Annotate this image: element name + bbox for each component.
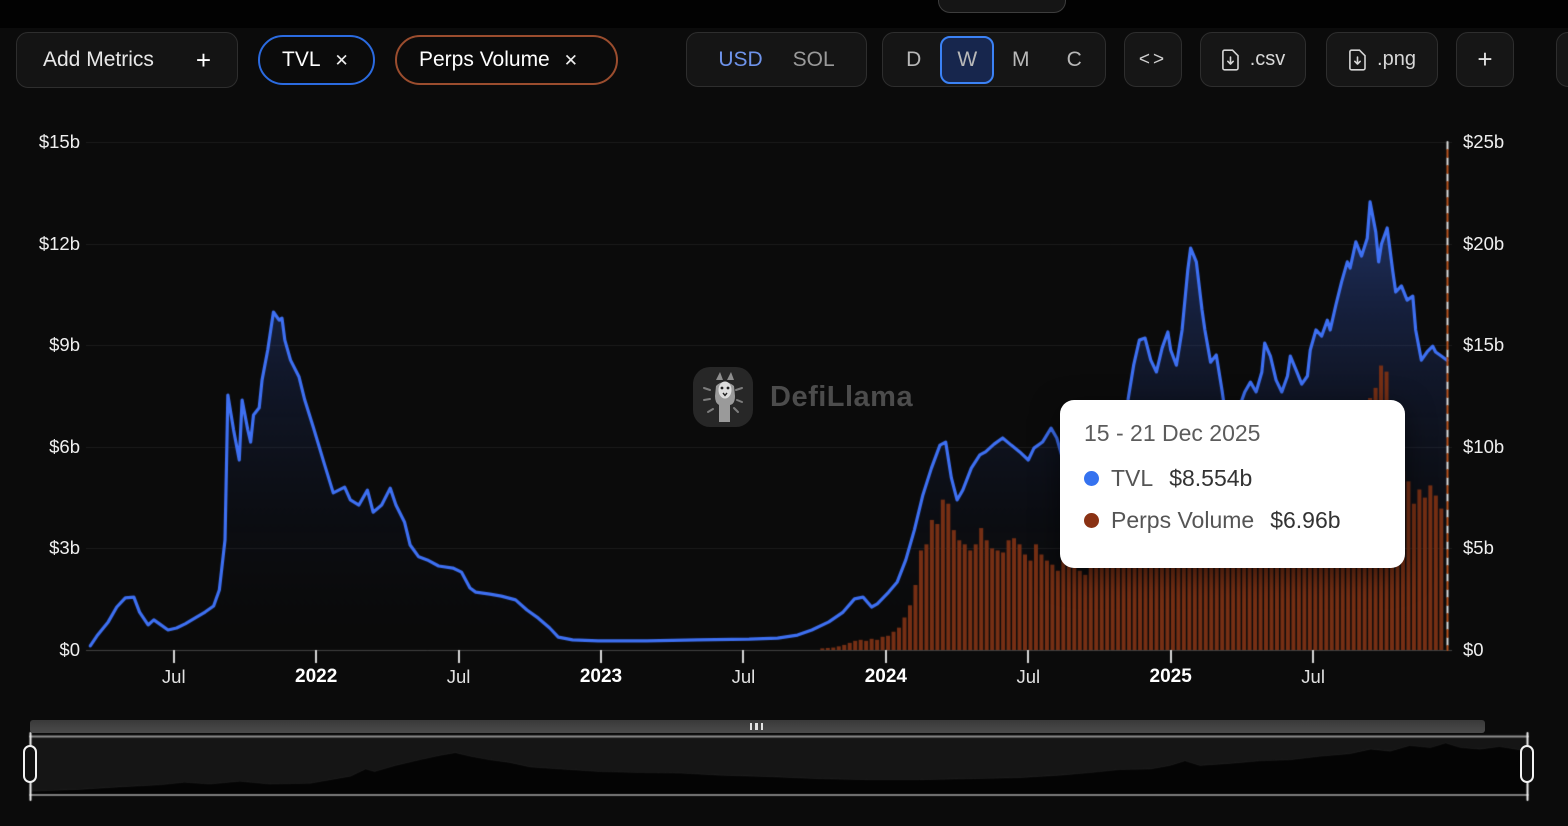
tooltip-label: TVL [1111, 464, 1154, 491]
scrollbar-grip-icon[interactable] [749, 723, 763, 730]
tooltip-date-range: 15 - 21 Dec 2025 [1084, 420, 1261, 446]
tooltip-value: $6.96b [1270, 506, 1341, 533]
tooltip-row-tvl: TVL $8.554b [1084, 457, 1381, 499]
tooltip-label: Perps Volume [1111, 506, 1255, 533]
perps-series-dot [1084, 512, 1099, 528]
chart-tooltip: 15 - 21 Dec 2025 TVL $8.554b Perps Volum… [1060, 400, 1405, 568]
tvl-series-dot [1084, 470, 1099, 486]
brush-handle-left[interactable] [23, 745, 37, 783]
brush-handle-right[interactable] [1520, 745, 1534, 783]
tooltip-row-perps-volume: Perps Volume $6.96b [1084, 499, 1381, 541]
chart-overview-scrollbar[interactable] [30, 720, 1485, 733]
tooltip-value: $8.554b [1169, 464, 1253, 491]
